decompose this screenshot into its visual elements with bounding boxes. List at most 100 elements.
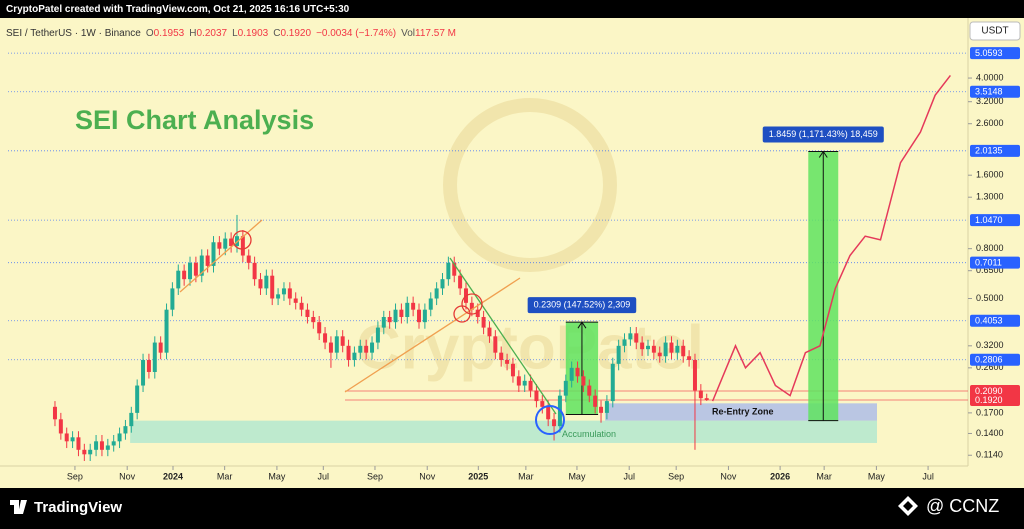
price-tag-label: 0.2090 — [975, 386, 1003, 396]
candle-body — [575, 367, 580, 377]
candle-body — [434, 288, 439, 299]
ohlc: O0.1953 H0.2037 L0.1903 C0.1920 −0.0034 (−1.… — [141, 28, 456, 39]
currency-label: USDT — [981, 26, 1008, 37]
candle-body — [334, 336, 339, 353]
candle-body — [381, 316, 386, 328]
x-tick-label: May — [868, 471, 886, 481]
x-tick-label: Sep — [668, 471, 684, 481]
y-tick-label: 0.1700 — [976, 407, 1004, 417]
candle-body — [76, 437, 81, 450]
candle-body — [563, 380, 568, 396]
drawings — [179, 219, 565, 435]
legend-k: C — [273, 28, 281, 39]
legend-k: L — [232, 28, 238, 39]
x-tick-label: Sep — [367, 471, 383, 481]
candle-body — [704, 398, 709, 400]
zone-label: Re-Entry Zone — [712, 406, 774, 416]
candle-body — [393, 309, 398, 323]
candle-body — [352, 352, 357, 360]
candle-body — [276, 294, 281, 299]
candle-body — [146, 359, 151, 372]
candle-body — [229, 238, 234, 247]
candle-body — [176, 270, 181, 289]
candle-body — [405, 302, 410, 317]
candle-body — [599, 406, 604, 413]
candle-body — [358, 345, 363, 353]
candle-body — [64, 433, 69, 442]
chart-title: SEI Chart Analysis — [75, 105, 314, 135]
candle-body — [170, 288, 175, 310]
symbol-legend: SEI / TetherUS · 1W · Binance O0.1953 H0.2… — [6, 28, 456, 39]
candle-body — [105, 445, 110, 450]
candle-body — [581, 376, 586, 386]
candle-body — [311, 316, 316, 323]
candle-body — [364, 345, 369, 353]
candle-body — [540, 401, 545, 407]
candle-body — [188, 262, 193, 280]
candle-body — [505, 359, 510, 364]
price-tag-label: 0.4053 — [975, 316, 1003, 326]
y-tick-label: 1.3000 — [976, 192, 1004, 202]
price-tag-label: 5.0593 — [975, 48, 1003, 58]
symbol: SEI / TetherUS · 1W · Binance — [6, 28, 141, 39]
price-tag — [970, 214, 1020, 227]
candle-body — [546, 406, 551, 420]
candle-body — [270, 275, 275, 299]
x-tick-label: Jul — [623, 471, 635, 481]
candle-body — [651, 345, 656, 353]
candle-body — [117, 433, 122, 442]
candle-body — [141, 359, 146, 386]
plot-layer: Accumulation Re-Entry Zone 0.2309 (147.52%… — [8, 52, 968, 461]
x-tick-label: 2025 — [468, 471, 488, 481]
candle-body — [446, 262, 451, 280]
marker-circle — [535, 405, 565, 435]
candle-body — [258, 279, 263, 289]
projection-line — [711, 74, 951, 402]
candle-body — [622, 339, 627, 346]
x-tick-label: May — [568, 471, 586, 481]
price-tag — [970, 85, 1020, 98]
candle-body — [663, 342, 668, 357]
currency-box — [969, 21, 1021, 41]
candle-body — [604, 401, 609, 413]
price-tag — [970, 256, 1020, 269]
legend-v: 0.1953 — [153, 28, 185, 39]
candle-body — [58, 419, 63, 434]
candle-body — [123, 426, 128, 434]
trend-line — [344, 277, 521, 393]
candle-body — [223, 238, 228, 249]
candle-body — [135, 385, 140, 413]
y-tick-label: 0.5000 — [976, 293, 1004, 303]
legend-k: H — [189, 28, 197, 39]
candle-body — [211, 242, 216, 266]
x-tick-label: Nov — [419, 471, 436, 481]
candle-body — [593, 395, 598, 407]
candle-body — [640, 342, 645, 350]
legend-v: 0.2037 — [196, 28, 228, 39]
candle-body — [328, 342, 333, 353]
candle-body — [340, 336, 345, 346]
candle-body — [698, 390, 703, 399]
marker-circle — [232, 230, 252, 250]
candle-body — [346, 345, 351, 360]
y-tick-label: 3.2000 — [976, 96, 1004, 106]
candle-body — [458, 275, 463, 289]
brand-logo — [10, 500, 27, 514]
x-tick-label: Nov — [720, 471, 737, 481]
credit-logo — [898, 496, 918, 516]
candle-body — [193, 262, 198, 276]
trend-line — [449, 257, 557, 415]
candle-body — [417, 309, 422, 323]
legend-k: Vol — [401, 28, 416, 39]
x-tick-label: May — [268, 471, 286, 481]
y-tick-label: 0.3200 — [976, 340, 1004, 350]
candle-body — [493, 336, 498, 353]
candle-body — [111, 441, 116, 446]
measure-label: 1.8459 (1,171.43%) 18,459 — [769, 129, 878, 139]
candle-body — [528, 380, 533, 391]
candle-body — [616, 345, 621, 364]
candle-body — [299, 302, 304, 310]
candle-body — [422, 309, 427, 323]
candle-body — [387, 316, 392, 323]
candle-body — [440, 279, 445, 289]
